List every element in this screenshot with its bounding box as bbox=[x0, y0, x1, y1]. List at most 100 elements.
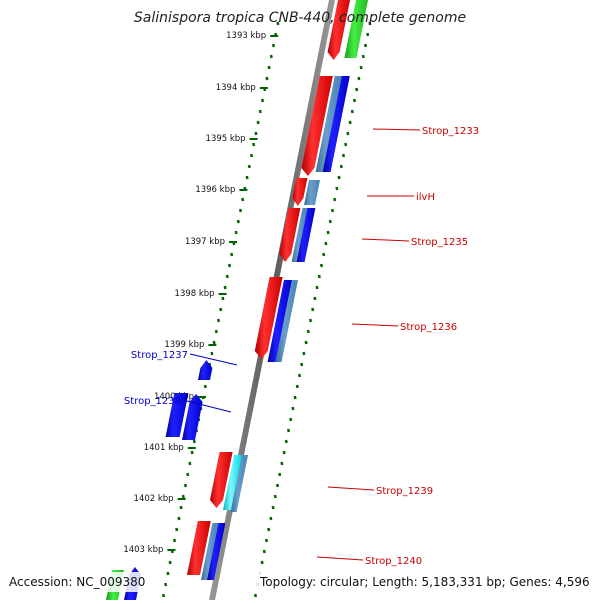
ruler-dot-left bbox=[219, 307, 223, 312]
cds-forward bbox=[279, 208, 301, 262]
ruler-dot-left bbox=[212, 340, 216, 345]
ruler-dot-left bbox=[223, 285, 227, 290]
gene-label-leader bbox=[182, 399, 232, 413]
ruler-dot-left bbox=[260, 98, 265, 103]
ruler-dot-left bbox=[267, 65, 271, 70]
cds-forward bbox=[327, 0, 350, 60]
ruler-dot-right bbox=[291, 406, 295, 411]
ruler-dot-left bbox=[214, 329, 218, 334]
ruler-kbp-label: 1401 kbp bbox=[144, 443, 184, 453]
ruler-dot-right bbox=[359, 65, 363, 70]
gene-label-leader bbox=[372, 128, 421, 131]
ruler-kbp-label: 1396 kbp bbox=[195, 185, 235, 195]
ruler-dot-right bbox=[324, 241, 328, 246]
cds-forward bbox=[301, 76, 333, 176]
cds-reverse bbox=[296, 208, 316, 262]
ruler-dot-left bbox=[177, 516, 181, 521]
ruler-dot-right bbox=[280, 461, 284, 466]
steelblue-feature bbox=[275, 280, 298, 362]
ruler-dot-right bbox=[269, 516, 273, 521]
ruler-dot-right bbox=[328, 219, 332, 224]
gene-label: Strop_1238 bbox=[124, 396, 181, 407]
ruler-dot-left bbox=[190, 450, 194, 455]
ruler-kbp-label: 1393 kbp bbox=[226, 31, 266, 41]
ruler-dot-right bbox=[289, 417, 293, 422]
ruler-dot-right bbox=[326, 230, 330, 235]
ruler-dot-left bbox=[234, 230, 238, 235]
footer-right-backdrop bbox=[256, 572, 600, 592]
ruler-dot-right bbox=[363, 43, 368, 48]
ruler-dot-right bbox=[273, 494, 277, 499]
cds-reverse bbox=[198, 360, 213, 380]
ruler-dot-right bbox=[319, 263, 324, 268]
ruler-dot-right bbox=[295, 384, 299, 389]
ruler-dot-right bbox=[264, 538, 269, 543]
ruler-dot-left bbox=[265, 76, 269, 81]
cds-forward bbox=[210, 452, 233, 508]
ruler-kbp-label: 1394 kbp bbox=[216, 83, 256, 93]
ruler-dot-left bbox=[227, 263, 232, 268]
ruler-dot-right bbox=[313, 296, 317, 301]
ruler-dot-left bbox=[172, 538, 177, 543]
cds-forward bbox=[187, 521, 211, 575]
accession-label: Accession: NC_009380 bbox=[9, 575, 146, 589]
steelblue-feature bbox=[304, 180, 320, 205]
ruler-dot-left bbox=[256, 120, 260, 125]
ruler-dot-left bbox=[221, 296, 225, 301]
ruler-dot-left bbox=[252, 142, 256, 147]
ruler-dot-left bbox=[249, 153, 254, 158]
gene-label-leader bbox=[189, 353, 238, 366]
ruler-dot-left bbox=[276, 21, 280, 26]
ruler-dot-left bbox=[241, 197, 245, 202]
cds-reverse bbox=[207, 523, 226, 580]
ruler-dot-right bbox=[333, 197, 337, 202]
ruler-dot-left bbox=[168, 560, 172, 565]
ruler-kbp-label: 1398 kbp bbox=[175, 289, 215, 299]
ruler-dot-right bbox=[335, 186, 339, 191]
ruler-dot-left bbox=[247, 164, 251, 169]
ruler-dot-right bbox=[355, 87, 359, 92]
ruler-kbp-label: 1397 kbp bbox=[185, 237, 225, 247]
steelblue-feature bbox=[201, 523, 219, 580]
ruler-dot-right bbox=[350, 109, 354, 114]
ruler-dot-left bbox=[183, 483, 188, 488]
ruler-dot-right bbox=[361, 54, 365, 59]
rna-feature bbox=[344, 0, 368, 58]
cds-reverse bbox=[182, 394, 203, 440]
ruler-dot-right bbox=[302, 351, 306, 356]
steelblue-feature bbox=[291, 208, 308, 262]
ruler-dot-right bbox=[322, 252, 326, 257]
ruler-dot-left bbox=[188, 461, 192, 466]
ruler-dot-right bbox=[317, 274, 321, 279]
gene-label-leader bbox=[316, 556, 364, 561]
ruler-dot-right bbox=[278, 472, 282, 477]
steelblue-feature bbox=[315, 76, 342, 172]
ruler-dot-left bbox=[236, 219, 240, 224]
ruler-dot-right bbox=[311, 307, 315, 312]
gene-label-leader bbox=[351, 323, 399, 327]
ruler-dot-left bbox=[203, 384, 207, 389]
ruler-dot-left bbox=[166, 571, 170, 576]
ruler-dot-left bbox=[186, 472, 190, 477]
ruler-dot-left bbox=[216, 318, 221, 323]
ruler-dot-left bbox=[210, 351, 214, 356]
map-title: Salinispora tropica CNB-440, complete ge… bbox=[133, 10, 467, 26]
ruler-dot-left bbox=[175, 527, 179, 532]
ruler-dot-right bbox=[286, 428, 291, 433]
steelblue-feature bbox=[230, 455, 248, 512]
ruler-kbp-label: 1403 kbp bbox=[123, 545, 163, 555]
gene-label: Strop_1240 bbox=[365, 556, 422, 567]
ruler-dot-right bbox=[315, 285, 319, 290]
ruler-dot-left bbox=[258, 109, 262, 114]
ruler-dot-right bbox=[284, 439, 288, 444]
ruler-dot-right bbox=[330, 208, 335, 213]
ruler-dot-right bbox=[275, 483, 280, 488]
ruler-dot-right bbox=[357, 76, 361, 81]
genome-summary-label: Topology: circular; Length: 5,183,331 bp… bbox=[260, 575, 590, 589]
gene-label: Strop_1237 bbox=[131, 350, 188, 361]
feature-tracks bbox=[106, 0, 368, 600]
ruler-dot-right bbox=[346, 131, 350, 136]
ruler-dot-right bbox=[304, 340, 308, 345]
ruler-kbp-label: 1402 kbp bbox=[134, 494, 174, 504]
